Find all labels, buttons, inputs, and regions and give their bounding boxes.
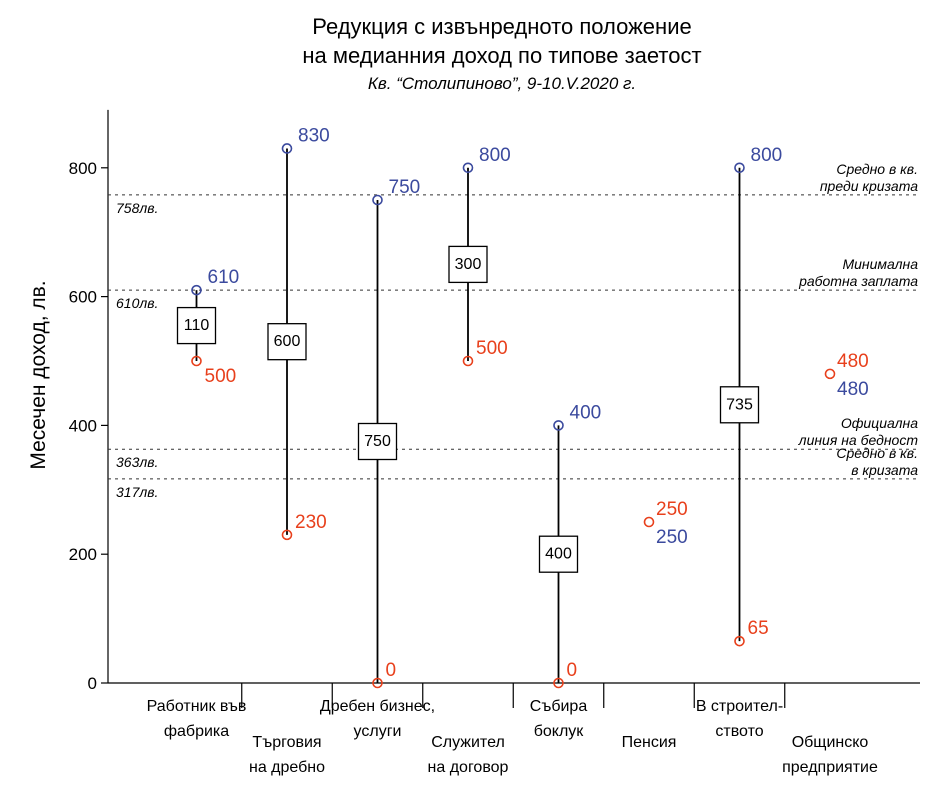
before-value-label: 610: [208, 267, 240, 288]
during-value-label: 480: [837, 351, 869, 372]
category-label: Пенсия: [622, 734, 677, 751]
during-value-label: 500: [476, 338, 508, 359]
category-label: фабрика: [164, 723, 229, 740]
during-point: [372, 677, 383, 689]
chart-title-line-1: Редукция с извънредното положение: [312, 14, 691, 39]
category-labels: Работник във фабрика Търговия на дребно Дреб…: [147, 698, 878, 776]
reference-line-name-label: в кризата: [851, 462, 918, 478]
chart-title: Редукция с извънредното положение на мед…: [302, 14, 701, 93]
before-point: [281, 143, 293, 154]
category-label: Търговия: [252, 734, 321, 751]
before-point: [734, 162, 745, 174]
reference-lines: 758лв.Средно в кв.преди кризата610лв.Мин…: [108, 161, 920, 500]
category-label: В строител-: [696, 698, 783, 715]
during-point: [734, 635, 745, 647]
reduction-box: [538, 535, 579, 573]
y-tick-label: 0: [88, 674, 97, 693]
before-value-label: 480: [837, 379, 869, 400]
reduction-label: 300: [455, 256, 482, 273]
reduction-box: [719, 386, 760, 424]
reference-line-name-label: Минимална: [842, 256, 918, 272]
chart-title-line-2: на медианния доход по типове заетост: [302, 43, 701, 68]
reference-line-value-label: 317лв.: [116, 484, 158, 500]
reference-line-value-label: 758лв.: [116, 200, 158, 216]
reference-line-name-label: Средно в кв.: [836, 445, 918, 461]
category-label: боклук: [534, 723, 585, 740]
during-value-label: 230: [295, 512, 327, 533]
before-value-label: 800: [479, 145, 511, 166]
during-point: [462, 355, 474, 367]
reduction-label: 735: [726, 396, 753, 413]
before-value-label: 250: [656, 527, 688, 548]
reference-line-value-label: 610лв.: [116, 295, 158, 311]
reduction-box: [357, 422, 398, 461]
y-axis-label: Месечен доход, лв.: [27, 280, 50, 469]
before-value-label: 750: [389, 177, 421, 198]
category-label: Събира: [530, 698, 588, 715]
reference-line-name-label: линия на бедност: [798, 432, 919, 448]
during-point: [191, 355, 202, 367]
y-tick-label: 400: [69, 416, 97, 435]
reduction-box: [448, 245, 488, 284]
y-tick-label: 600: [69, 288, 97, 307]
reference-line-name-label: работна заплата: [798, 273, 918, 289]
reference-line-name-label: преди кризата: [820, 178, 918, 194]
category-label: услуги: [354, 723, 402, 740]
during-value-label: 250: [656, 499, 688, 520]
category-label: Общинско: [792, 734, 869, 751]
category-label: на дребно: [249, 759, 325, 776]
reference-line-name-label: Средно в кв.: [836, 161, 918, 177]
reduction-label: 750: [364, 433, 391, 450]
reduction-box: [176, 306, 217, 345]
y-tick-label: 800: [69, 159, 97, 178]
before-value-label: 830: [298, 125, 330, 146]
during-value-label: 500: [205, 366, 237, 387]
reference-line-name-label: Официална: [841, 415, 918, 431]
y-tick-label: 200: [69, 545, 97, 564]
reduction-label: 110: [184, 317, 210, 334]
before-point: [191, 284, 202, 296]
reference-line-value-label: 363лв.: [116, 454, 158, 470]
axes: 0 200 400 600 800: [69, 109, 920, 708]
before-point: [553, 420, 564, 431]
same-point: [824, 368, 836, 380]
reduction-box: [267, 323, 307, 361]
during-point: [553, 677, 564, 689]
same-point: [643, 516, 655, 528]
reduction-label: 600: [274, 333, 301, 350]
before-value-label: 400: [570, 402, 602, 423]
during-value-label: 0: [567, 660, 578, 681]
during-value-label: 65: [748, 618, 769, 639]
category-label: Служител: [431, 734, 505, 751]
before-value-label: 800: [751, 145, 783, 166]
category-label: ството: [715, 723, 763, 740]
chart-subtitle: Кв. “Столипиново”, 9-10.V.2020 г.: [368, 74, 636, 93]
before-point: [462, 162, 474, 174]
category-label: Работник във: [147, 698, 247, 715]
category-label: предприятие: [782, 759, 878, 776]
during-point: [281, 529, 293, 541]
category-label: на договор: [428, 759, 509, 776]
reduction-label: 400: [545, 546, 572, 563]
category-label: Дребен бизнес,: [320, 698, 435, 715]
before-point: [372, 194, 383, 206]
during-value-label: 0: [386, 660, 397, 681]
data-marks: 610 500 110 830 230 600 750 0 750 800 500 300 400 0 40…: [176, 125, 869, 689]
